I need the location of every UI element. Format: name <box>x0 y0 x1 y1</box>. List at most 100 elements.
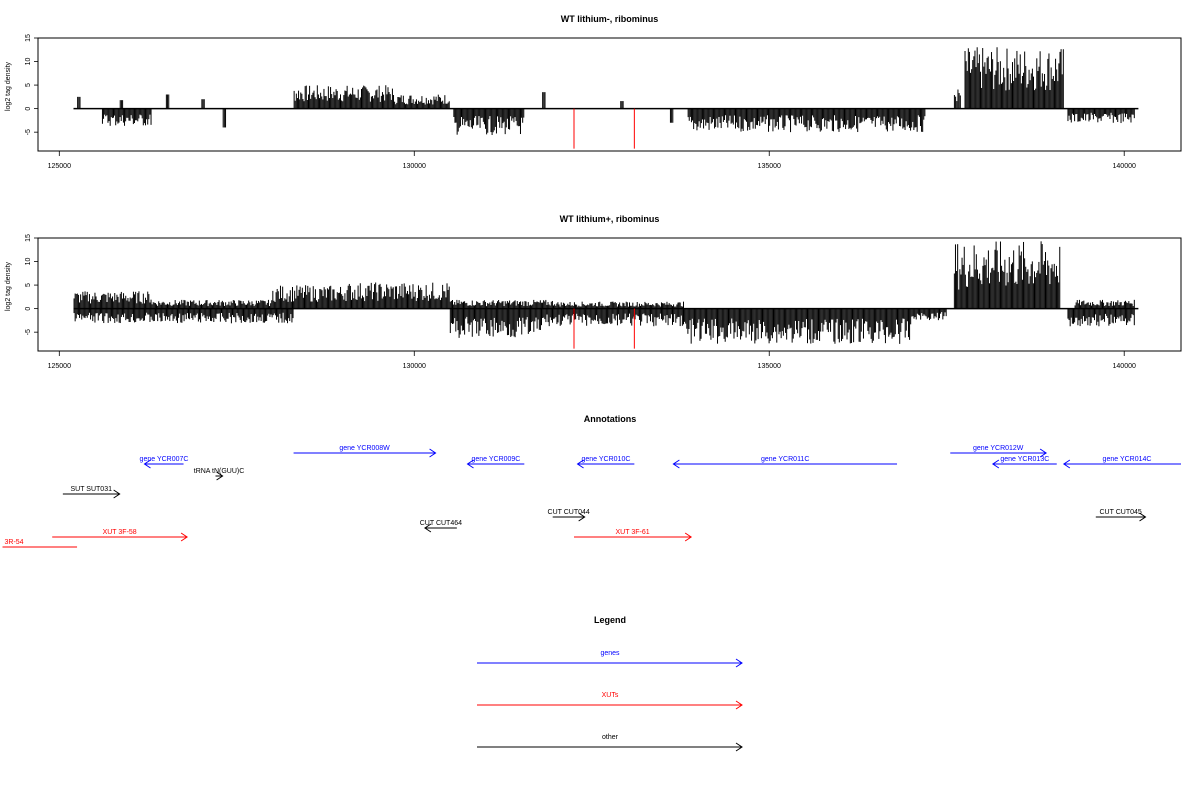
annotation-feature: CUT CUT044 <box>548 509 590 522</box>
x-tick-label: 130000 <box>403 363 426 370</box>
annotation-label: gene YCR009C <box>471 456 520 463</box>
annotation-label: tRNA tN(GUU)C <box>194 468 245 475</box>
annotation-label: SUT SUT031 <box>70 486 112 493</box>
annotation-label: gene YCR010C <box>581 456 630 463</box>
arrow-head-right <box>216 471 224 481</box>
positive-signal <box>556 301 684 309</box>
negative-signal <box>542 308 684 327</box>
arrow-head-right <box>578 512 586 522</box>
positive-signal <box>165 94 170 109</box>
arrow-head-right <box>735 742 743 752</box>
legend-label: other <box>602 734 619 741</box>
negative-signal <box>1067 108 1135 124</box>
positive-signal <box>73 291 152 309</box>
annotations-title: Annotations <box>584 414 637 424</box>
legend-label: XUTs <box>602 692 619 699</box>
annotation-feature: tRNA tN(GUU)C <box>194 468 245 481</box>
x-tick-label: 130000 <box>403 163 426 170</box>
negative-signal <box>1067 308 1135 327</box>
x-tick-label: 140000 <box>1113 163 1136 170</box>
y-tick-label: 0 <box>25 307 32 311</box>
positive-signal <box>953 241 1061 309</box>
y-tick-label: 5 <box>25 83 32 87</box>
positive-signal <box>119 100 124 109</box>
positive-signal <box>201 99 205 109</box>
arrow-head-left <box>143 459 151 469</box>
positive-signal <box>1074 299 1135 309</box>
x-tick-label: 125000 <box>48 163 71 170</box>
chart-title: WT lithium-, ribominus <box>561 14 659 24</box>
annotation-feature: CUT CUT045 <box>1095 509 1147 522</box>
positive-signal <box>964 47 1064 109</box>
annotation-label: gene YCR007C <box>140 456 189 463</box>
annotation-label: gene YCR008W <box>339 445 390 452</box>
y-tick-label: 10 <box>25 58 32 66</box>
y-tick-label: 15 <box>25 34 32 42</box>
x-tick-label: 140000 <box>1113 363 1136 370</box>
annotation-label: 3R-54 <box>5 539 24 546</box>
plot-frame <box>37 237 1182 352</box>
annotation-label: CUT CUT464 <box>420 520 462 527</box>
negative-signal <box>911 308 947 321</box>
track-panel-2: WT lithium+, ribominus log2 tag density 15… <box>5 214 1182 370</box>
annotation-feature: gene YCR013C <box>991 456 1057 469</box>
legend-title: Legend <box>594 615 626 625</box>
arrow-head-left <box>672 459 680 469</box>
annotation-feature: 3R-54 <box>2 539 78 548</box>
annotation-feature: XUT 3F-61 <box>574 529 693 542</box>
x-tick-label: 135000 <box>758 363 781 370</box>
arrow-head-left <box>466 459 474 469</box>
arrow-head-left <box>424 523 432 533</box>
negative-signal <box>669 108 674 123</box>
y-tick-label: 15 <box>25 234 32 242</box>
annotation-label: XUT 3F-58 <box>103 529 137 536</box>
chart-title: WT lithium+, ribominus <box>560 214 660 224</box>
annotation-feature: gene YCR008W <box>293 445 437 458</box>
legend-panel: Legend genes XUTs other <box>477 615 743 752</box>
annotation-label: gene YCR013C <box>1000 456 1049 463</box>
positive-signal <box>953 89 961 109</box>
y-tick-label: 0 <box>25 107 32 111</box>
annotation-label: gene YCR014C <box>1103 456 1152 463</box>
negative-signal <box>684 308 912 344</box>
annotation-feature: gene YCR010C <box>576 456 635 469</box>
legend-item: genes <box>477 650 743 668</box>
track-panel-1: WT lithium-, ribominus log2 tag density 15… <box>5 14 1182 170</box>
positive-signal <box>393 94 450 109</box>
positive-signal <box>151 299 273 309</box>
arrow-head-right <box>429 448 437 458</box>
arrow-head-right <box>684 532 693 542</box>
negative-signal <box>101 108 152 126</box>
annotations-panel: Annotations gene YCR007C gene YCR008W gene … <box>2 414 1181 548</box>
positive-signal <box>449 299 557 309</box>
annotation-label: CUT CUT044 <box>548 509 590 516</box>
legend-item: other <box>477 734 743 752</box>
annotation-feature: CUT CUT464 <box>420 520 462 533</box>
arrow-head-left <box>991 459 1000 469</box>
annotation-feature: gene YCR009C <box>466 456 525 469</box>
arrow-head-right <box>1039 448 1048 458</box>
annotation-label: XUT 3F-61 <box>616 529 650 536</box>
annotation-feature: gene YCR012W <box>950 445 1048 458</box>
positive-signal <box>343 282 450 309</box>
annotation-feature: gene YCR014C <box>1062 456 1181 469</box>
y-tick-label: -5 <box>25 129 32 135</box>
arrow-head-right <box>1139 512 1147 522</box>
annotation-label: gene YCR011C <box>761 456 809 463</box>
y-tick-label: -5 <box>25 329 32 335</box>
negative-signal <box>449 308 543 338</box>
positive-signal <box>293 85 393 109</box>
negative-signal <box>222 108 227 128</box>
x-tick-label: 135000 <box>758 163 781 170</box>
positive-signal <box>542 92 546 109</box>
arrow-head-right <box>735 700 743 710</box>
arrow-head-right <box>180 532 188 542</box>
positive-signal <box>77 96 81 109</box>
negative-signal <box>453 108 525 136</box>
legend-label: genes <box>600 650 620 657</box>
positive-signal <box>272 285 344 309</box>
arrow-head-right <box>735 658 743 668</box>
annotation-label: gene YCR012W <box>973 445 1024 452</box>
y-tick-label: 10 <box>25 258 32 266</box>
